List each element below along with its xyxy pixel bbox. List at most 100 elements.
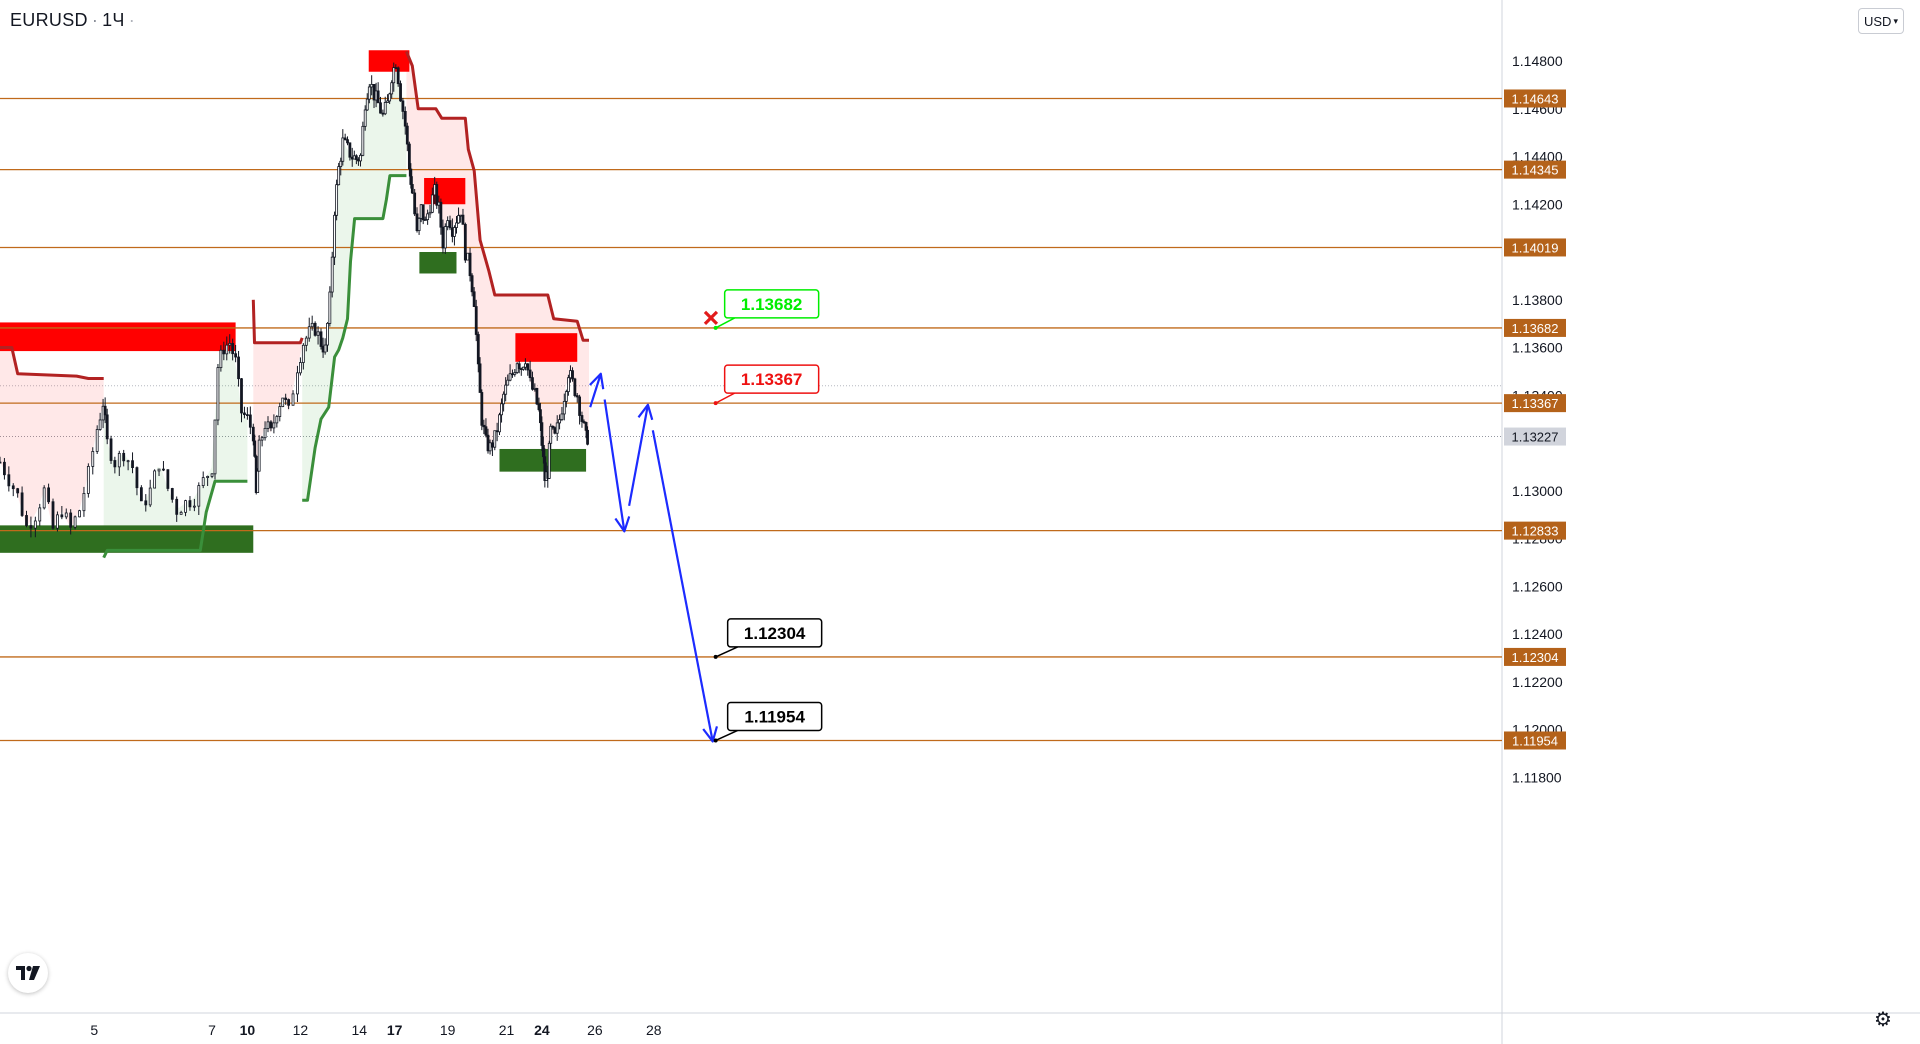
candle-body xyxy=(278,406,282,417)
candle-body xyxy=(296,372,299,395)
gear-icon[interactable]: ⚙ xyxy=(1874,1008,1892,1031)
bearish-fill-area xyxy=(406,51,589,470)
candle-body xyxy=(25,515,28,526)
candle-body xyxy=(188,500,192,508)
candle-body xyxy=(407,143,411,170)
candle-body xyxy=(240,378,243,414)
candle-body xyxy=(0,461,2,464)
candle-body xyxy=(455,222,458,228)
candle-body xyxy=(337,166,341,186)
time-tick-label: 26 xyxy=(587,1022,603,1038)
candle-body xyxy=(266,421,270,429)
candle-body xyxy=(564,391,568,402)
time-tick-label: 24 xyxy=(534,1022,550,1038)
candle-body xyxy=(256,470,260,493)
candle-body xyxy=(38,507,42,522)
level-tag-label: 1.14643 xyxy=(1512,91,1559,106)
currency-selector[interactable]: USD ▾ xyxy=(1858,8,1904,34)
candle-body xyxy=(291,393,295,406)
candle-body xyxy=(540,422,544,446)
candle-body xyxy=(307,326,311,339)
price-tick-label: 1.14800 xyxy=(1512,53,1563,69)
candle-body xyxy=(272,422,276,429)
candle-body xyxy=(468,252,472,277)
level-tag-label: 1.14019 xyxy=(1512,240,1559,255)
candle-body xyxy=(237,356,240,380)
price-callout: 1.13367 xyxy=(713,364,820,406)
support-zone xyxy=(419,252,457,274)
candle-body xyxy=(319,331,323,347)
resistance-zone xyxy=(424,177,466,205)
red-x-icon xyxy=(703,310,719,326)
candle-body xyxy=(228,343,232,346)
candle-body xyxy=(580,415,584,422)
candle-body xyxy=(448,220,452,229)
candle-body xyxy=(298,362,302,374)
candle-body xyxy=(157,468,161,472)
candle-body xyxy=(511,373,514,376)
candle-body xyxy=(260,437,264,441)
price-tick-label: 1.13800 xyxy=(1512,292,1563,308)
candle-body xyxy=(86,466,90,494)
candle-body xyxy=(335,184,339,216)
time-tick-label: 17 xyxy=(387,1022,403,1038)
candle-body xyxy=(60,514,64,518)
candle-body xyxy=(354,155,358,160)
callout-anchor xyxy=(713,401,718,406)
level-tag-box xyxy=(1504,238,1566,257)
candle-body xyxy=(394,67,398,70)
forecast-arrowhead xyxy=(702,726,719,743)
price-callout: 1.11954 xyxy=(713,701,823,743)
symbol-title[interactable]: EURUSD · 1Ч · xyxy=(10,10,135,31)
currency-value: USD xyxy=(1864,13,1892,29)
forecast-arrowhead xyxy=(589,372,605,390)
candle-body xyxy=(558,419,561,424)
candle-body xyxy=(413,192,417,215)
candle-body xyxy=(491,442,494,448)
candle-body xyxy=(131,460,134,469)
callout-pointer xyxy=(715,646,738,658)
candle-body xyxy=(47,487,50,503)
candle-body xyxy=(484,426,488,436)
time-tick-label: 28 xyxy=(646,1022,662,1038)
bearish-fill-area xyxy=(0,347,104,528)
candle-body xyxy=(480,392,484,426)
price-tick-label: 1.12600 xyxy=(1512,578,1563,594)
candle-body xyxy=(346,139,349,144)
title-separator: · xyxy=(91,10,99,30)
candle-body xyxy=(381,112,385,115)
level-price-tag: 1.13682 xyxy=(1504,318,1566,337)
candle-body xyxy=(126,460,130,463)
forecast-arrow-segment xyxy=(628,404,650,506)
price-tick-label: 1.14200 xyxy=(1512,196,1563,212)
level-price-tag: 1.13367 xyxy=(1504,394,1566,413)
level-tag-box xyxy=(1504,160,1566,179)
candle-body xyxy=(470,275,474,293)
candle-body xyxy=(405,125,409,145)
candle-body xyxy=(144,500,148,506)
status-dot-icon: · xyxy=(128,10,136,30)
candle-body xyxy=(365,98,369,111)
forecast-arrowhead xyxy=(637,403,654,421)
time-tick-label: 12 xyxy=(293,1022,309,1038)
candle-body xyxy=(257,439,261,472)
candle-body xyxy=(64,512,68,518)
candle-body xyxy=(184,500,187,513)
tradingview-logo-icon[interactable] xyxy=(8,953,48,993)
callout-pointer xyxy=(715,392,736,404)
candle-body xyxy=(213,419,217,475)
candle-body xyxy=(524,363,527,368)
chevron-down-icon: ▾ xyxy=(1893,15,1898,26)
callout-box xyxy=(723,289,820,319)
level-tag-box xyxy=(1504,89,1566,108)
level-price-tag: 1.14643 xyxy=(1504,89,1566,108)
candle-body xyxy=(513,372,517,375)
level-tag-label: 1.12304 xyxy=(1512,650,1559,665)
callout-anchor xyxy=(713,654,718,659)
callout-label: 1.13367 xyxy=(741,370,802,389)
candle-body xyxy=(551,425,555,429)
candle-body xyxy=(153,470,157,489)
price-tick-label: 1.14400 xyxy=(1512,149,1563,165)
candle-body xyxy=(251,426,255,442)
